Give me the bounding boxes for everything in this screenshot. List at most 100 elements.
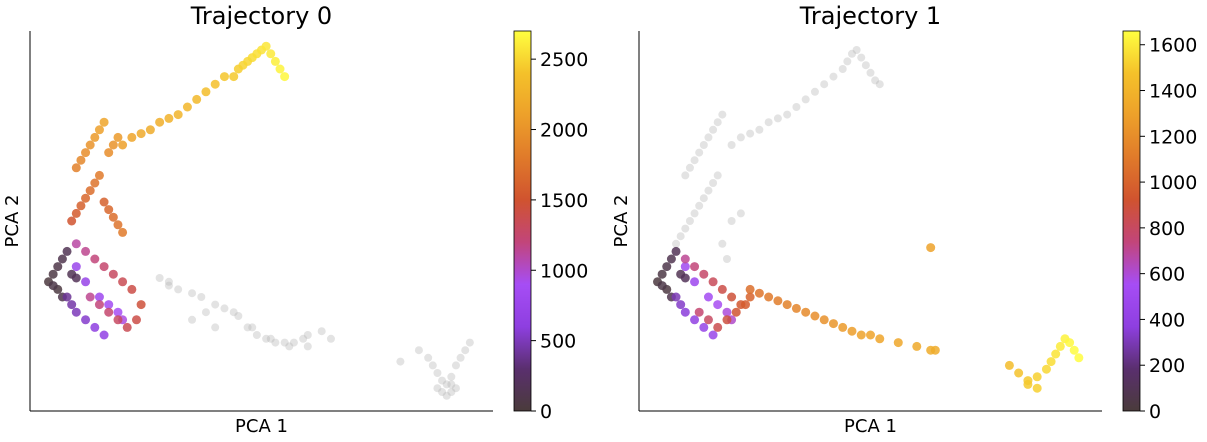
background-point — [229, 308, 238, 317]
background-point — [201, 308, 210, 317]
background-point — [465, 338, 474, 347]
data-point — [1041, 364, 1051, 374]
data-point — [81, 148, 91, 158]
data-point — [270, 56, 280, 66]
data-point — [85, 292, 95, 302]
background-point — [847, 49, 856, 58]
data-point — [81, 277, 91, 287]
y-axis-label: PCA 2 — [2, 195, 23, 248]
background-point — [713, 118, 722, 127]
background-point — [727, 217, 736, 225]
colorbar — [513, 30, 532, 412]
x-axis-label: PCA 1 — [844, 416, 897, 437]
background-point — [685, 217, 694, 225]
data-point — [727, 292, 737, 302]
background-point — [197, 293, 206, 301]
background-point — [736, 133, 745, 142]
background-point — [252, 331, 261, 339]
data-point — [671, 292, 681, 302]
background-point — [289, 338, 298, 347]
colorbar-tick-label: 0 — [1149, 401, 1161, 423]
colorbar-tick-label: 0 — [540, 401, 552, 423]
data-point — [694, 307, 704, 317]
data-point — [173, 110, 183, 120]
background-point — [243, 323, 252, 332]
background-point — [280, 338, 289, 347]
data-point — [104, 205, 114, 215]
data-point — [85, 186, 95, 196]
colorbar-tick-label: 1500 — [540, 190, 588, 212]
background-point — [690, 209, 699, 218]
data-point — [229, 72, 239, 82]
background-point — [220, 304, 229, 313]
data-point — [740, 300, 750, 310]
data-point — [219, 72, 229, 82]
data-point — [828, 319, 838, 329]
background-point — [866, 68, 875, 77]
data-point — [94, 170, 104, 180]
data-point — [48, 281, 58, 291]
data-point — [801, 307, 811, 317]
colorbar-tick-label: 200 — [1149, 355, 1185, 377]
data-point — [703, 292, 713, 302]
background-point — [234, 312, 243, 320]
data-point — [893, 338, 903, 348]
background-point — [709, 179, 718, 187]
data-point — [108, 212, 118, 222]
data-point — [118, 227, 128, 237]
background-point — [718, 239, 727, 248]
background-point — [699, 141, 708, 149]
background-point — [875, 80, 884, 89]
data-point — [791, 303, 801, 313]
background-point — [447, 372, 456, 381]
data-point — [764, 292, 774, 302]
data-point — [676, 300, 686, 310]
data-point — [113, 315, 123, 325]
data-point — [680, 262, 690, 272]
background-point — [188, 315, 197, 324]
panel-0: Trajectory 0 PCA 1 PCA 2 0 500 1000 1500 2000 25… — [2, 2, 588, 437]
data-point — [657, 269, 667, 279]
background-point — [843, 57, 852, 66]
data-point — [118, 140, 128, 150]
data-point — [131, 315, 141, 325]
colorbar — [1122, 30, 1141, 412]
background-point — [303, 331, 312, 339]
background-point — [442, 391, 451, 400]
background-point — [433, 384, 442, 393]
data-point — [717, 284, 727, 294]
data-point — [662, 262, 672, 272]
data-point — [866, 330, 875, 340]
background-point — [695, 148, 704, 157]
background-point — [461, 346, 470, 355]
colorbar-tick-label: 1400 — [1149, 81, 1197, 103]
background-point — [764, 118, 773, 127]
background-point — [852, 46, 861, 54]
background-point — [783, 110, 792, 119]
data-point — [680, 273, 690, 283]
background-point — [155, 274, 164, 282]
data-point — [680, 307, 690, 317]
background-point — [681, 224, 690, 233]
data-point — [182, 102, 192, 112]
data-point — [104, 300, 114, 310]
data-point — [108, 140, 118, 150]
background-point — [164, 281, 173, 290]
background-point — [755, 125, 764, 134]
data-point — [782, 300, 792, 310]
data-point — [1074, 353, 1084, 363]
colorbar-tick-label: 500 — [540, 331, 576, 353]
data-point — [99, 197, 109, 207]
data-point — [261, 41, 271, 51]
data-point — [113, 220, 123, 230]
data-point — [773, 296, 783, 306]
data-point — [67, 300, 77, 310]
data-point — [690, 262, 700, 272]
background-point — [704, 133, 713, 142]
data-point — [85, 140, 95, 150]
data-point — [699, 269, 709, 279]
background-point — [792, 103, 801, 111]
data-point — [1032, 372, 1042, 382]
data-point — [680, 254, 690, 264]
data-point — [1051, 349, 1061, 359]
